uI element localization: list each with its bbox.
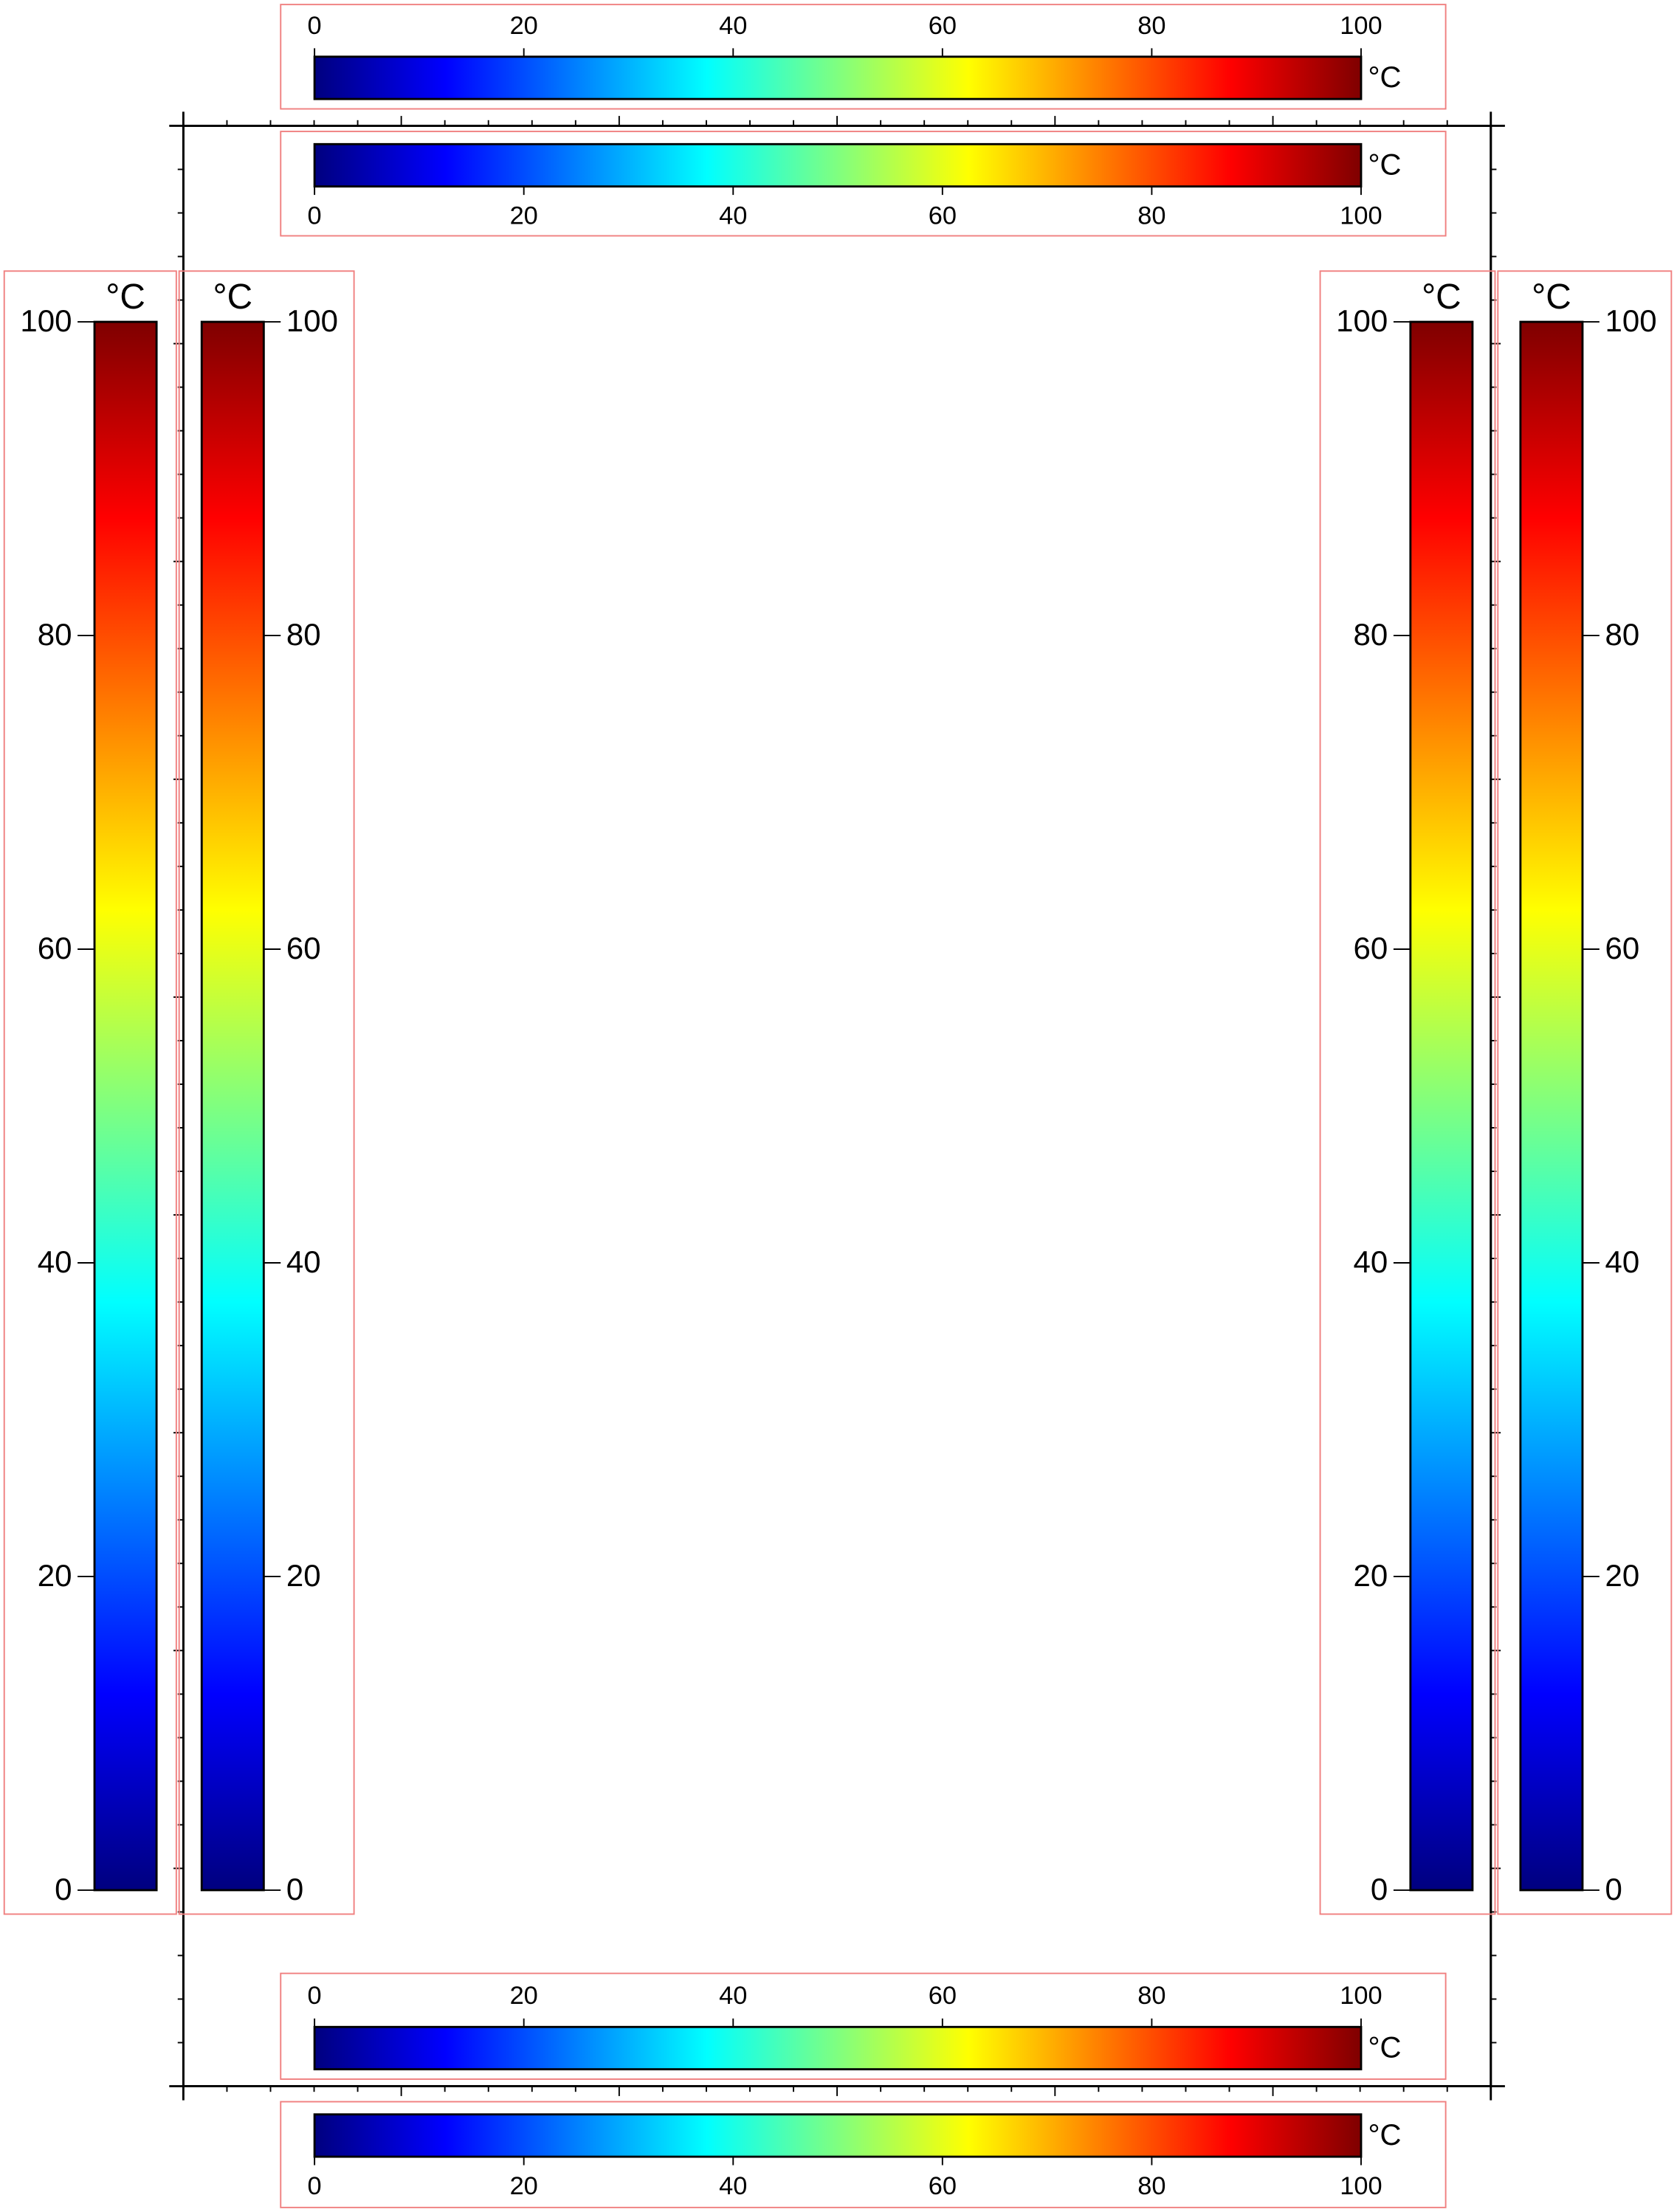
tick-label: 40 — [1605, 1244, 1640, 1279]
colorbar-box — [280, 4, 1447, 110]
tick-label: 60 — [929, 1982, 957, 2010]
colorbar-box — [3, 270, 177, 1915]
tick-label: 40 — [719, 202, 747, 230]
tick-label: 0 — [286, 1872, 303, 1906]
tick-label: 20 — [1354, 1558, 1388, 1593]
tick-label: 80 — [1137, 202, 1165, 230]
tick-label: 20 — [510, 12, 538, 40]
tick-label: 40 — [286, 1244, 321, 1279]
colorbar — [313, 55, 1363, 100]
tick-label: 40 — [1354, 1244, 1388, 1279]
colorbar — [93, 320, 158, 1892]
unit-label: °C — [1368, 2030, 1402, 2064]
colorbar-box — [280, 131, 1447, 237]
colorbar-box — [1497, 270, 1673, 1915]
tick-label: 80 — [1605, 617, 1640, 652]
colorbar — [313, 2113, 1363, 2158]
tick-label: 80 — [1137, 2172, 1165, 2200]
colorbar — [313, 2025, 1363, 2071]
tick-label: 100 — [286, 303, 338, 338]
colorbar — [1409, 320, 1474, 1892]
tick-label: 80 — [286, 617, 321, 652]
colorbar-box — [178, 270, 355, 1915]
tick-label: 20 — [510, 2172, 538, 2200]
map-frame — [182, 125, 1492, 2087]
tick-label: 80 — [1137, 1982, 1165, 2010]
tick-label: 60 — [1605, 931, 1640, 965]
tick-label: 0 — [1605, 1872, 1622, 1906]
tick-label: 40 — [719, 12, 747, 40]
unit-label: °C — [1532, 278, 1571, 317]
tick-label: 20 — [38, 1558, 72, 1593]
unit-label: °C — [1368, 61, 1402, 94]
unit-label: °C — [213, 278, 252, 317]
tick-label: 0 — [1371, 1872, 1388, 1906]
tick-label: 80 — [38, 617, 72, 652]
tick-label: 100 — [1340, 1982, 1382, 2010]
unit-label: °C — [1368, 2118, 1402, 2151]
tick-label: 0 — [308, 12, 322, 40]
tick-label: 0 — [308, 1982, 322, 2010]
tick-label: 20 — [510, 1982, 538, 2010]
tick-label: 0 — [308, 2172, 322, 2200]
colorbar-box — [280, 1972, 1447, 2080]
tick-label: 100 — [1340, 202, 1382, 230]
tick-label: 100 — [1340, 2172, 1382, 2200]
unit-label: °C — [1422, 278, 1461, 317]
tick-label: 100 — [1605, 303, 1657, 338]
tick-label: 20 — [510, 202, 538, 230]
tick-label: 80 — [1354, 617, 1388, 652]
tick-label: 60 — [929, 2172, 957, 2200]
tick-label: 20 — [286, 1558, 321, 1593]
tick-label: 100 — [1340, 12, 1382, 40]
tick-label: 40 — [719, 1982, 747, 2010]
tick-label: 40 — [38, 1244, 72, 1279]
unit-label: °C — [106, 278, 145, 317]
tick-label: 60 — [38, 931, 72, 965]
colorbar — [200, 320, 265, 1892]
colorbar — [313, 142, 1363, 188]
tick-label: 60 — [929, 12, 957, 40]
colorbar-box — [280, 2101, 1447, 2208]
tick-label: 40 — [719, 2172, 747, 2200]
colorbar — [1519, 320, 1584, 1892]
tick-label: 0 — [308, 202, 322, 230]
tick-label: 100 — [1336, 303, 1388, 338]
unit-label: °C — [1368, 148, 1402, 181]
tick-label: 60 — [1354, 931, 1388, 965]
tick-label: 60 — [929, 202, 957, 230]
tick-label: 20 — [1605, 1558, 1640, 1593]
tick-label: 100 — [20, 303, 72, 338]
colorbar-box — [1319, 270, 1496, 1915]
tick-label: 0 — [55, 1872, 72, 1906]
tick-label: 80 — [1137, 12, 1165, 40]
tick-label: 60 — [286, 931, 321, 965]
